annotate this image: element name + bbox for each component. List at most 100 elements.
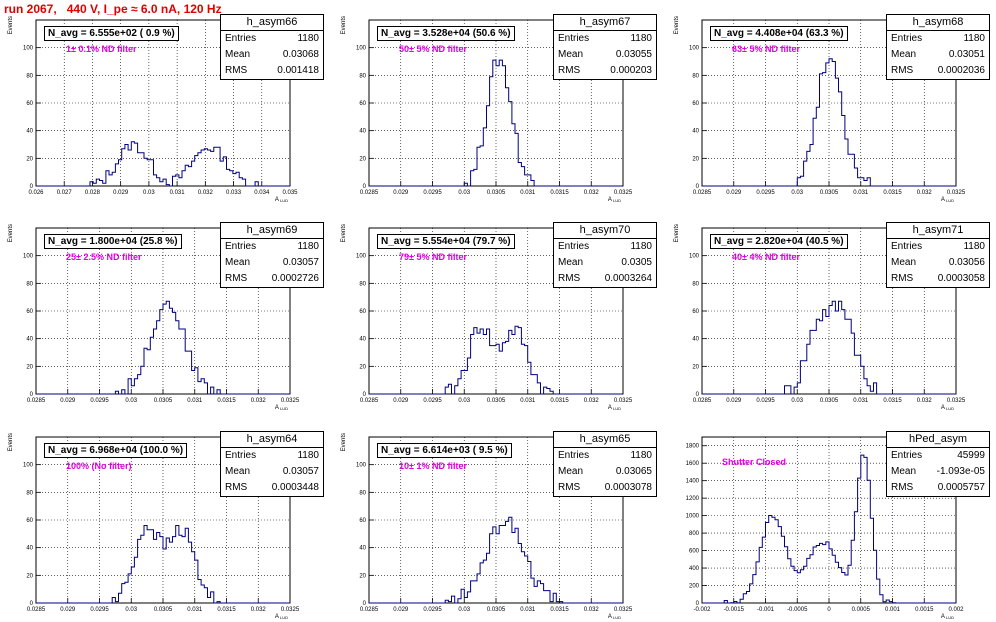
stats-key: Mean xyxy=(891,49,917,60)
x-tick-label: 0.03 xyxy=(791,190,803,196)
stats-value: 1180 xyxy=(630,450,652,461)
stats-key: RMS xyxy=(558,65,581,76)
navg-label: N_avg = 3.528e+04 (50.6 %) xyxy=(377,26,515,41)
navg-label: N_avg = 1.800e+04 (25.8 %) xyxy=(44,234,182,249)
y-tick-label: 1800 xyxy=(686,444,700,450)
x-tick-label: 0.032 xyxy=(584,607,600,613)
y-tick-label: 0 xyxy=(30,184,34,190)
stats-value: 45999 xyxy=(957,450,985,461)
stats-key: Entries xyxy=(891,241,923,252)
x-tick-label: 0.0295 xyxy=(756,398,775,404)
stats-key: Mean xyxy=(558,49,584,60)
stats-row: RMS 0.0003448 xyxy=(221,480,323,496)
y-tick-label: 0 xyxy=(30,392,34,398)
histogram-panel-h_asym65: 0.0285 0.029 0.0295 0.03 0.0305 0.031 0.0315 0.… xyxy=(341,431,657,620)
y-tick-label: 80 xyxy=(359,281,366,287)
navg-label: N_avg = 6.614e+03 ( 9.5 %) xyxy=(377,443,512,458)
stats-value: 1180 xyxy=(297,33,319,44)
x-tick-label: 0.03 xyxy=(458,190,470,196)
stats-row: Entries 1180 xyxy=(221,239,323,255)
stats-key: Entries xyxy=(558,450,590,461)
x-tick-label: 0.0315 xyxy=(883,190,902,196)
stats-value: 0.03055 xyxy=(615,49,652,60)
stats-row: RMS 0.000203 xyxy=(554,63,656,79)
stats-box: h_asym69 Entries 1180 Mean 0.03057 RMS 0.00027… xyxy=(220,222,324,288)
x-tick-label: 0.0305 xyxy=(487,190,506,196)
y-tick-label: 0 xyxy=(30,601,34,607)
x-tick-label: 0.002 xyxy=(948,607,964,613)
x-tick-label: 0.032 xyxy=(198,190,214,196)
y-tick-label: 100 xyxy=(23,254,34,260)
y-tick-label: 40 xyxy=(359,337,366,343)
x-tick-label: 0.03 xyxy=(143,190,155,196)
stats-value: 0.03057 xyxy=(282,466,319,477)
stats-row: Entries 1180 xyxy=(887,239,989,255)
stats-row: Mean 0.03068 xyxy=(221,47,323,63)
histogram-plot: 0.0285 0.029 0.0295 0.03 0.0305 0.031 0.0315 0.… xyxy=(674,16,966,203)
stats-value: 0.0002726 xyxy=(271,273,319,284)
y-tick-label: 60 xyxy=(692,309,699,315)
y-tick-label: 0 xyxy=(363,392,367,398)
stats-key: RMS xyxy=(891,482,914,493)
x-tick-label: 0.03 xyxy=(458,398,470,404)
y-tick-label: 40 xyxy=(359,546,366,552)
x-tick-label: 0.032 xyxy=(917,398,933,404)
stats-row: RMS 0.0005757 xyxy=(887,480,989,496)
y-tick-label: 100 xyxy=(23,463,34,469)
run-title: run 2067, 440 V, I_pe ≈ 6.0 nA, 120 Hz xyxy=(4,2,222,16)
stats-key: Mean xyxy=(558,466,584,477)
y-tick-label: 100 xyxy=(356,254,367,260)
stats-value: 0.001418 xyxy=(277,65,319,76)
stats-box: h_asym68 Entries 1180 Mean 0.03051 RMS 0.00020… xyxy=(886,14,990,80)
x-tick-label: 0.0295 xyxy=(423,607,442,613)
y-tick-label: 1000 xyxy=(686,514,700,520)
y-tick-label: 40 xyxy=(26,337,33,343)
x-tick-label: 0.0305 xyxy=(154,607,173,613)
stats-key: Mean xyxy=(225,466,251,477)
x-tick-label: 0.027 xyxy=(57,190,73,196)
y-tick-label: 80 xyxy=(692,73,699,79)
stats-row: Entries 1180 xyxy=(221,448,323,464)
y-tick-label: 80 xyxy=(359,490,366,496)
stats-key: Entries xyxy=(891,450,923,461)
stats-key: Entries xyxy=(558,33,590,44)
histogram-panel-h_asym67: 0.0285 0.029 0.0295 0.03 0.0305 0.031 0.0315 0.… xyxy=(341,14,657,203)
y-tick-label: 100 xyxy=(689,254,700,260)
x-tick-label: 0.0325 xyxy=(614,190,633,196)
y-tick-label: 1200 xyxy=(686,496,700,502)
filter-annotation: 63± 5% ND filter xyxy=(732,44,800,54)
y-tick-label: 60 xyxy=(26,101,33,107)
x-tick-label: 0.028 xyxy=(85,190,101,196)
histogram-plot: 0.0285 0.029 0.0295 0.03 0.0305 0.031 0.0315 0.… xyxy=(341,16,633,203)
filter-annotation: 25± 2.5% ND filter xyxy=(66,252,142,262)
stats-value: 0.03051 xyxy=(948,49,985,60)
stats-value: 0.0002036 xyxy=(937,65,985,76)
stats-key: Entries xyxy=(558,241,590,252)
x-tick-label: 0.03 xyxy=(791,398,803,404)
stats-row: Entries 1180 xyxy=(554,448,656,464)
histogram-panel-h_asym68: 0.0285 0.029 0.0295 0.03 0.0305 0.031 0.0315 0.… xyxy=(674,14,990,203)
y-tick-label: 80 xyxy=(26,281,33,287)
navg-label: N_avg = 6.968e+04 (100.0 %) xyxy=(44,443,188,458)
x-tick-label: 0.0305 xyxy=(487,607,506,613)
stats-key: RMS xyxy=(225,482,248,493)
stats-box: hPed_asym Entries 45999 Mean -1.093e-05 RMS 0.… xyxy=(886,431,990,497)
x-tick-label: 0.029 xyxy=(726,190,742,196)
stats-box: h_asym70 Entries 1180 Mean 0.0305 RMS 0.000326… xyxy=(553,222,657,288)
x-tick-label: 0.0315 xyxy=(217,607,236,613)
stats-row: Mean 0.03051 xyxy=(887,47,989,63)
x-tick-label: 0.0285 xyxy=(360,398,379,404)
x-axis-title: A LUD xyxy=(608,197,621,203)
y-tick-label: 80 xyxy=(359,73,366,79)
stats-title: h_asym64 xyxy=(221,432,323,448)
y-tick-label: 100 xyxy=(356,46,367,52)
y-tick-label: 60 xyxy=(359,518,366,524)
histogram-line xyxy=(369,59,623,187)
histogram-line xyxy=(702,300,956,395)
y-axis-title: Events xyxy=(341,224,347,242)
x-tick-label: 0.0305 xyxy=(820,398,839,404)
stats-value: 1180 xyxy=(297,241,319,252)
x-tick-label: 0.029 xyxy=(60,607,76,613)
histogram-plot: 0.0285 0.029 0.0295 0.03 0.0305 0.031 0.0315 0.… xyxy=(341,433,633,620)
y-tick-label: 100 xyxy=(23,46,34,52)
